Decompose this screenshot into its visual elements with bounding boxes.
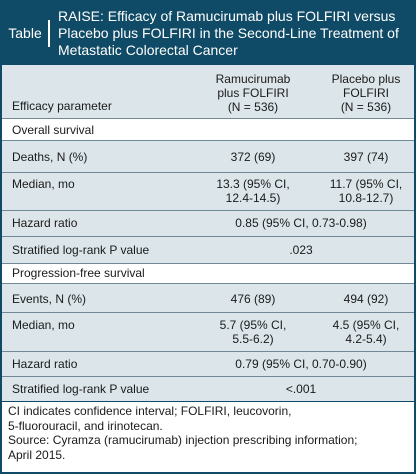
divider — [2, 118, 414, 119]
column-header-parameter: Efficacy parameter — [12, 99, 112, 113]
table-tag: Table — [2, 20, 50, 47]
cell-placebo: 4.5 (95% CI, 4.2-5.4) — [332, 318, 400, 346]
row-label: Median, mo — [12, 318, 75, 332]
divider — [2, 401, 414, 402]
row-label: Events, N (%) — [12, 292, 87, 306]
table-row — [2, 211, 414, 236]
row-label: Hazard ratio — [12, 216, 78, 230]
divider — [2, 351, 414, 352]
section-title-progression-free-survival: Progression-free survival — [12, 266, 145, 280]
table-row — [2, 284, 414, 312]
cell-ramucirumab: 13.3 (95% CI, 12.4-14.5) — [216, 177, 290, 205]
table-title: RAISE: Efficacy of Ramucirumab plus FOLF… — [58, 8, 399, 58]
column-header-placebo: Placebo plus FOLFIRI (N = 536) — [331, 72, 401, 114]
table-row — [2, 173, 414, 210]
table-row — [2, 141, 414, 172]
cell-placebo: 11.7 (95% CI, 10.8-12.7) — [329, 177, 403, 205]
table-row — [2, 237, 414, 263]
section-title-overall-survival: Overall survival — [12, 123, 95, 137]
cell-ramucirumab: 372 (69) — [230, 150, 276, 164]
divider — [2, 283, 414, 284]
divider — [2, 263, 414, 264]
divider — [2, 210, 414, 211]
row-label: Deaths, N (%) — [12, 150, 88, 164]
column-header-ramucirumab: Ramucirumab plus FOLFIRI (N = 536) — [215, 72, 291, 114]
cell-ramucirumab: 5.7 (95% CI, 5.5-6.2) — [219, 318, 287, 346]
row-label: Hazard ratio — [12, 357, 78, 371]
divider — [2, 376, 414, 377]
cell-placebo: 397 (74) — [343, 150, 389, 164]
divider — [2, 312, 414, 313]
row-label: Median, mo — [12, 177, 75, 191]
cell-ramucirumab: 476 (89) — [230, 292, 276, 306]
row-label: Stratified log-rank P value — [12, 243, 150, 257]
divider — [2, 140, 414, 141]
table-header-banner: Table RAISE: Efficacy of Ramucirumab plu… — [2, 2, 414, 65]
cell-spanning: 0.79 (95% CI, 0.70-0.90) — [235, 357, 367, 371]
divider — [2, 172, 414, 173]
table-footnote: CI indicates confidence interval; FOLFIR… — [8, 404, 358, 462]
cell-spanning: 0.85 (95% CI, 0.73-0.98) — [235, 216, 367, 230]
column-header-row — [2, 65, 414, 118]
cell-placebo: 494 (92) — [343, 292, 389, 306]
table-row — [2, 377, 414, 401]
cell-spanning: <.001 — [285, 382, 317, 396]
row-label: Stratified log-rank P value — [12, 382, 150, 396]
cell-spanning: .023 — [289, 243, 313, 257]
table-row — [2, 352, 414, 376]
divider — [2, 236, 414, 237]
table-row — [2, 313, 414, 351]
